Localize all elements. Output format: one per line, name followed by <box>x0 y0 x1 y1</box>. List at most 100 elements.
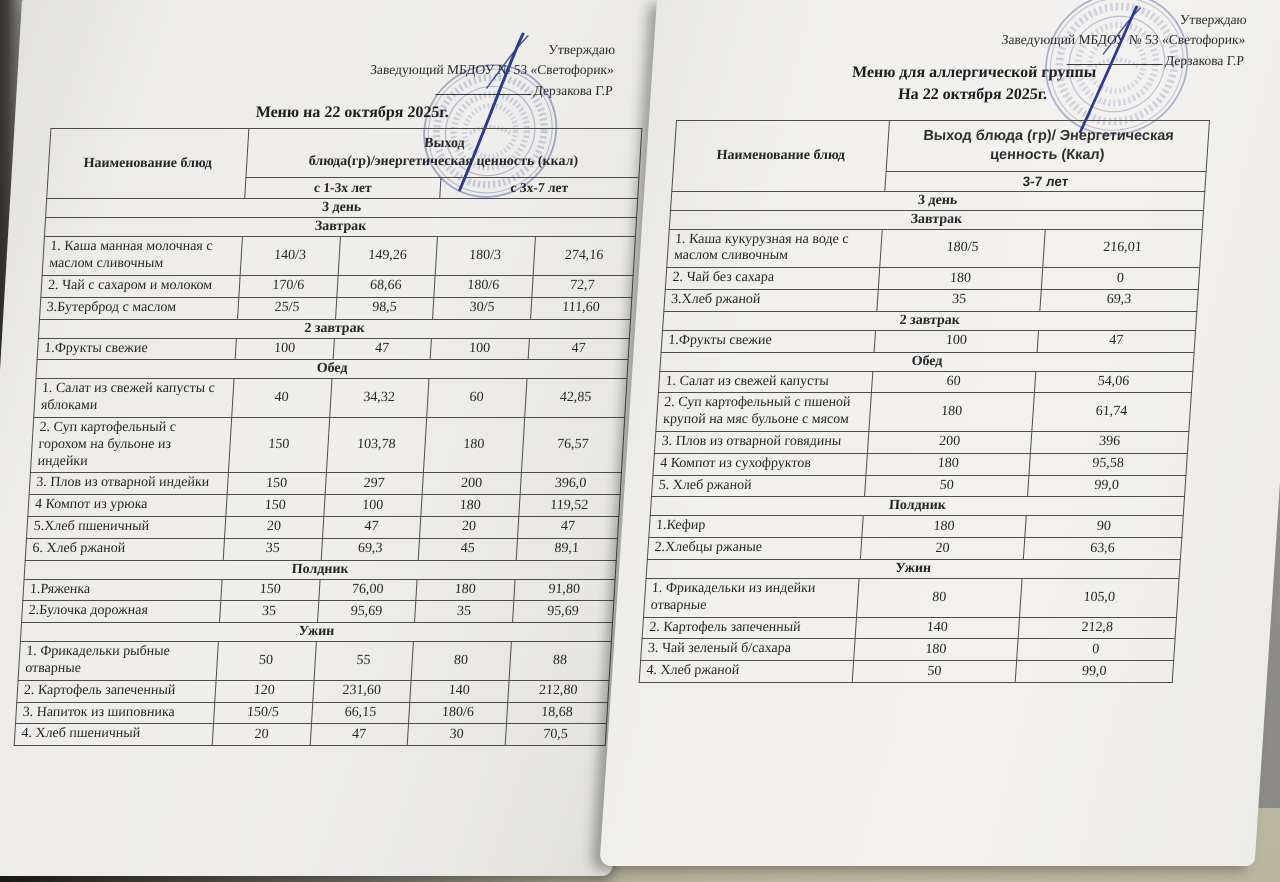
value-cell: 88 <box>508 641 612 681</box>
value-cell: 54,06 <box>1034 371 1193 393</box>
section-header: Завтрак <box>44 217 637 237</box>
value-cell: 35 <box>414 600 514 623</box>
right-page: Утверждаю Заведующий МБДОУ № 53 «Светофо… <box>599 0 1280 866</box>
dish-name: 1. Фрикадельки рыбные отварные <box>18 641 219 681</box>
value-cell: 180 <box>853 638 1018 661</box>
column-header-dishes: Наименование блюд <box>671 120 890 192</box>
dish-name: 1.Фрукты свежие <box>661 330 876 353</box>
approval-line: Заведующий МБДОУ № 53 «Светофорик» <box>1001 32 1246 48</box>
value-cell: 47 <box>332 338 432 360</box>
dish-name: 1.Фрукты свежие <box>37 338 237 360</box>
value-cell: 170/6 <box>238 275 338 298</box>
value-cell: 111,60 <box>530 297 632 320</box>
value-cell: 35 <box>219 600 319 623</box>
value-cell: 297 <box>324 472 424 495</box>
value-cell: 180 <box>869 392 1035 432</box>
value-cell: 180 <box>423 417 525 473</box>
dish-name: 1. Салат из свежей капусты <box>658 371 874 393</box>
menu-row: 1. Салат из свежей капусты 60 54,06 <box>658 371 1193 393</box>
menu-row: 1. Фрикадельки из индейки отварные 80 105,… <box>643 578 1180 618</box>
value-cell: 34,32 <box>329 378 429 418</box>
signature-line <box>435 81 533 95</box>
value-cell: 20 <box>224 516 324 539</box>
dish-name: 3. Чай зеленый б/сахара <box>640 638 856 661</box>
menu-row: 4. Хлеб ржаной 50 99,0 <box>639 660 1174 683</box>
menu-row: 5. Хлеб ржаной 50 99,0 <box>651 475 1186 497</box>
value-cell: 180 <box>878 267 1043 290</box>
menu-row: 1.Ряженка 150 76,00 180 91,80 <box>22 579 616 601</box>
dish-name: 3.Бутерброд с маслом <box>39 297 239 320</box>
value-cell: 61,74 <box>1031 392 1192 432</box>
day-header: 3 день <box>45 198 638 218</box>
menu-row: 1.Фрукты свежие 100 47 100 47 <box>37 338 630 360</box>
menu-row: 1. Фрикадельки рыбные отварные 50 55 80 88 <box>18 641 612 681</box>
value-cell: 105,0 <box>1019 578 1180 618</box>
value-cell: 69,3 <box>1039 289 1199 312</box>
menu-row: 3. Плов из отварной говядины 200 396 <box>654 431 1189 454</box>
value-cell: 150/5 <box>213 702 313 724</box>
value-cell: 50 <box>216 641 316 681</box>
value-cell: 95,69 <box>317 600 416 623</box>
dish-name: 3. Плов из отварной говядины <box>654 431 870 454</box>
left-page: Утверждаю Заведующий МБДОУ № 53 «Светофо… <box>0 0 665 876</box>
value-cell: 100 <box>323 494 423 517</box>
menu-row: 1.Фрукты свежие 100 47 <box>661 330 1196 353</box>
value-cell: 47 <box>309 723 409 746</box>
value-cell: 180/3 <box>435 236 535 276</box>
value-cell: 55 <box>313 641 414 681</box>
value-cell: 0 <box>1016 638 1176 661</box>
value-cell: 89,1 <box>515 538 618 561</box>
value-cell: 216,01 <box>1042 229 1203 268</box>
value-cell: 120 <box>214 680 314 703</box>
value-cell: 60 <box>871 371 1036 393</box>
approval-block: Утверждаю Заведующий МБДОУ № 53 «Светофо… <box>368 40 616 101</box>
value-cell: 231,60 <box>312 680 412 703</box>
value-cell: 95,58 <box>1028 453 1188 476</box>
menu-row: 2. Картофель запеченный 120 231,60 140 212,8… <box>16 680 610 703</box>
value-cell: 212,80 <box>507 680 610 703</box>
menu-table: Наименование блюд Выход блюда (гр)/ Энер… <box>639 120 1210 683</box>
value-cell: 99,0 <box>1027 475 1186 497</box>
column-header-age-3-7: с 3х-7 лет <box>439 177 639 199</box>
value-cell: 50 <box>852 660 1017 683</box>
value-cell: 396 <box>1030 431 1189 454</box>
value-cell: 180 <box>415 579 515 601</box>
column-header-output: Выход блюда (гр)/ Энергетическая ценност… <box>886 120 1210 172</box>
dish-name: 4 Компот из урюка <box>27 494 228 517</box>
value-cell: 149,26 <box>337 236 438 276</box>
value-cell: 180 <box>420 494 520 517</box>
value-cell: 72,7 <box>531 275 634 298</box>
page-title: Меню на 22 октября 2025г. <box>255 104 450 121</box>
value-cell: 69,3 <box>320 538 420 561</box>
dish-name: 3. Плов из отварной индейки <box>29 472 229 495</box>
value-cell: 45 <box>418 538 518 561</box>
value-cell: 63,6 <box>1023 537 1182 560</box>
menu-table: Наименование блюд Выход блюда(гр)/энерге… <box>14 128 643 746</box>
value-cell: 42,85 <box>524 378 627 418</box>
menu-row: 1. Салат из свежей капусты с яблоками 40 3… <box>33 378 627 418</box>
value-cell: 100 <box>235 338 334 360</box>
value-cell: 180 <box>866 453 1031 476</box>
value-cell: 150 <box>225 494 325 517</box>
value-cell: 35 <box>223 538 323 561</box>
menu-row: 1. Каша кукурузная на воде с маслом слив… <box>666 229 1203 268</box>
value-cell: 95,69 <box>512 600 614 623</box>
menu-row: 3. Чай зеленый б/сахара 180 0 <box>640 638 1176 661</box>
section-header: Завтрак <box>669 210 1204 230</box>
menu-row: 5.Хлеб пшеничный 20 47 20 47 <box>26 516 619 539</box>
dish-name: 2.Хлебцы ржаные <box>647 537 862 560</box>
approval-line: Заведующий МБДОУ № 53 «Светофорик» <box>369 62 615 78</box>
menu-row: 1. Каша манная молочная с маслом сливочн… <box>42 236 636 276</box>
section-header: 2 завтрак <box>38 319 631 339</box>
value-cell: 212,8 <box>1017 617 1177 639</box>
dish-name: 3. Напиток из шиповника <box>15 702 215 724</box>
dish-name: 3.Хлеб ржаной <box>663 289 879 312</box>
value-cell: 35 <box>877 289 1042 312</box>
menu-row: 3. Напиток из шиповника 150/5 66,15 180/6 18… <box>15 702 608 724</box>
value-cell: 91,80 <box>513 579 616 601</box>
value-cell: 140 <box>409 680 509 703</box>
dish-name: 5.Хлеб пшеничный <box>26 516 226 539</box>
approval-line: Утверждаю <box>1179 12 1248 27</box>
approval-line: Дерзакова Г.Р <box>368 81 613 101</box>
